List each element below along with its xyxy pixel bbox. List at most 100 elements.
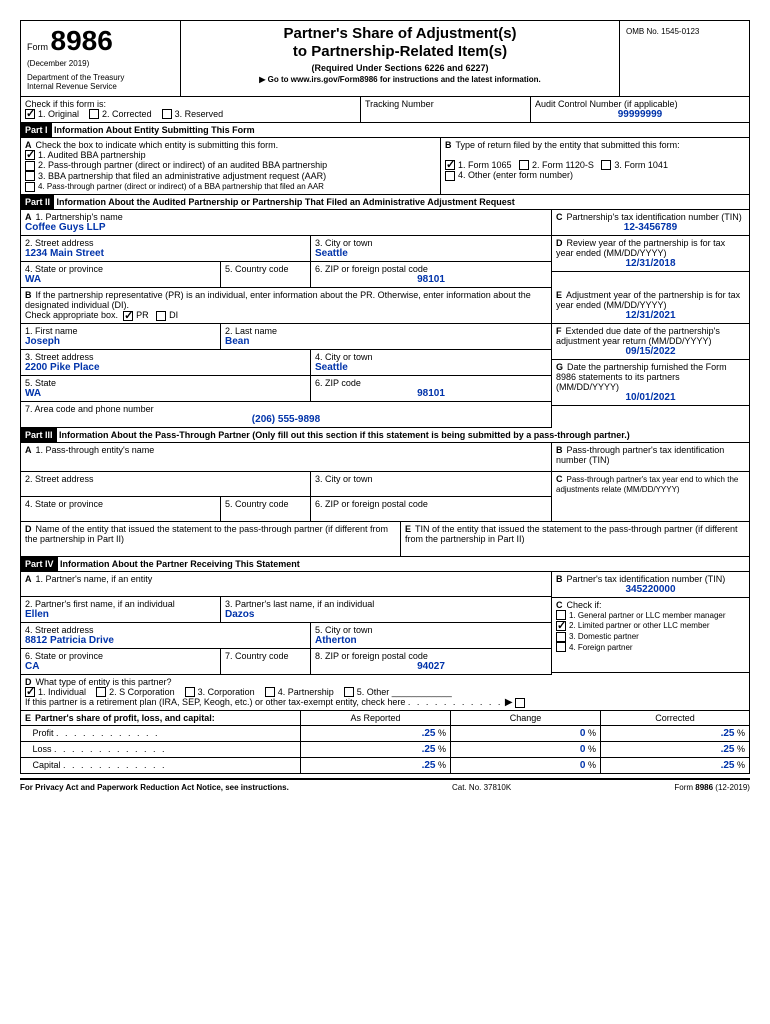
p2-pr: PR [136,310,149,320]
p4-a5-val: Atherton [315,635,357,646]
part3-body: A1. Pass-through entity's name 2. Street… [21,443,749,522]
p2-b7-label: 7. Area code and phone number [25,404,154,414]
p4-d5-cb[interactable] [344,687,354,697]
part2-title: Information About the Audited Partnershi… [57,197,515,207]
p2-di-cb[interactable] [156,311,166,321]
p2-b6-val: 98101 [315,388,547,399]
header-left: Form 8986 (December 2019) Department of … [21,21,181,96]
p2-a1-val: Coffee Guys LLP [25,222,106,233]
p4-c3: 3. Domestic partner [569,632,639,641]
p4-d5: 5. Other [357,687,390,697]
p2-b1-label: 1. First name [25,326,78,336]
p3-e-label: TIN of the entity that issued the statem… [405,524,738,544]
p2-d-val: 12/31/2018 [556,258,745,269]
p2-b6-label: 6. ZIP code [315,378,361,388]
subtitle: (Required Under Sections 6226 and 6227) [185,63,615,73]
p4-col3: Corrected [601,711,749,725]
p1-a1-cb[interactable] [25,150,35,160]
p4-ret-cb[interactable] [515,698,525,708]
check-row: Check if this form is: 1. Original 2. Co… [21,97,749,123]
part4-header: Part IV [21,557,58,571]
p4-r3c3: .25 [721,760,735,771]
p4-d2-cb[interactable] [96,687,106,697]
part2-section-a: A1. Partnership's nameCoffee Guys LLP 2.… [21,210,749,288]
p4-e-label: Partner's share of profit, loss, and cap… [35,713,215,723]
p4-c-label: Check if: [567,600,602,610]
p4-d4-cb[interactable] [265,687,275,697]
p1-b3-cb[interactable] [601,160,611,170]
p2-g-val: 10/01/2021 [556,392,745,403]
p1-b1: 1. Form 1065 [458,160,512,170]
title-2: to Partnership-Related Item(s) [185,43,615,61]
p2-g-label: Date the partnership furnished the Form … [556,362,727,392]
p1-a4-cb[interactable] [25,182,35,192]
p4-a4-label: 4. Street address [25,625,94,635]
p1-b-label: Type of return filed by the entity that … [456,140,680,150]
part1-header: Part I [21,123,52,137]
header-center: Partner's Share of Adjustment(s) to Part… [181,21,619,96]
p1-b1-cb[interactable] [445,160,455,170]
p4-c2-cb[interactable] [556,621,566,631]
checkbox-original[interactable] [25,109,35,119]
opt2: 2. Corrected [102,109,152,119]
form-date: (December 2019) [27,59,174,68]
p2-b5-label: 5. State [25,378,56,388]
footer: For Privacy Act and Paperwork Reduction … [20,778,750,792]
part1-header-row: Part I Information About Entity Submitti… [21,123,749,138]
p2-pr-cb[interactable] [123,311,133,321]
part4-header-row: Part IV Information About the Partner Re… [21,557,749,572]
footer-form: Form 8986 (12-2019) [674,783,750,792]
part3-de: DName of the entity that issued the stat… [21,522,749,557]
check-label: Check if this form is: [25,99,356,109]
p2-e-label: Adjustment year of the partnership is fo… [556,290,740,310]
p1-b4-cb[interactable] [445,171,455,181]
goto: ▶ Go to www.irs.gov/Form8986 for instruc… [185,75,615,84]
p1-a2-cb[interactable] [25,161,35,171]
p4-d2: 2. S Corporation [109,687,175,697]
p4-d3-cb[interactable] [185,687,195,697]
p4-c4-cb[interactable] [556,642,566,652]
p2-a5-label: 5. Country code [225,264,289,274]
part1-body: ACheck the box to indicate which entity … [21,138,749,196]
p4-a1-label: 1. Partner's name, if an entity [36,574,153,584]
p1-a3: 3. BBA partnership that filed an adminis… [38,171,326,181]
checkbox-corrected[interactable] [89,109,99,119]
part2-header-row: Part II Information About the Audited Pa… [21,195,749,210]
title-1: Partner's Share of Adjustment(s) [185,25,615,43]
checkbox-reserved[interactable] [162,109,172,119]
p4-r2c2: 0 [580,744,586,755]
p4-c2: 2. Limited partner or other LLC member [569,621,710,630]
p4-r2c3: .25 [721,744,735,755]
p1-b2-cb[interactable] [519,160,529,170]
p2-a2-val: 1234 Main Street [25,248,104,259]
p2-c-val: 12-3456789 [556,222,745,233]
p3-c-label: Pass-through partner's tax year end to w… [556,475,738,494]
header-right: OMB No. 1545-0123 [619,21,749,96]
p4-c3-cb[interactable] [556,632,566,642]
p4-a7-label: 7. Country code [225,651,289,661]
p2-b2-label: 2. Last name [225,326,277,336]
p1-a3-cb[interactable] [25,171,35,181]
part4-d: DWhat type of entity is this partner? 1.… [21,675,749,712]
p4-d1: 1. Individual [38,687,86,697]
p3-a6-label: 6. ZIP or foreign postal code [315,499,428,509]
p2-a2-label: 2. Street address [25,238,94,248]
p3-a5-label: 5. Country code [225,499,289,509]
p1-a2: 2. Pass-through partner (direct or indir… [38,160,327,170]
p4-d1-cb[interactable] [25,687,35,697]
p4-capital: Capital [33,760,61,770]
p4-b-val: 345220000 [556,584,745,595]
p4-a5-label: 5. City or town [315,625,373,635]
p3-a3-label: 3. City or town [315,474,373,484]
p2-d-label: Review year of the partnership is for ta… [556,238,725,258]
p2-a6-val: 98101 [315,274,547,285]
omb: OMB No. 1545-0123 [626,27,699,36]
audit-label: Audit Control Number (if applicable) [535,99,745,109]
part3-header: Part III [21,428,57,442]
p1-b4: 4. Other (enter form number) [458,170,573,180]
p4-r3c1: .25 [422,760,436,771]
part4-e-capital: Capital . . . . . . . . . . . . .25 % 0 … [21,758,749,773]
part3-header-row: Part III Information About the Pass-Thro… [21,428,749,443]
p1-a1: 1. Audited BBA partnership [38,150,146,160]
form-header: Form 8986 (December 2019) Department of … [21,21,749,97]
